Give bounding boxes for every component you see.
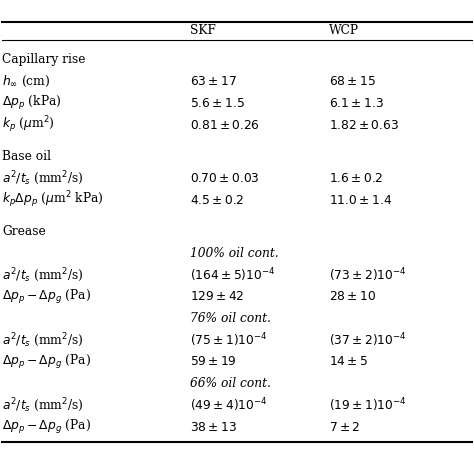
Text: $59 \pm 19$: $59 \pm 19$ <box>190 356 236 369</box>
Text: $4.5 \pm 0.2$: $4.5 \pm 0.2$ <box>190 194 244 207</box>
Text: $(19 \pm 1)10^{-4}$: $(19 \pm 1)10^{-4}$ <box>329 396 407 414</box>
Text: $a^2/t_s$ (mm$^2$/s): $a^2/t_s$ (mm$^2$/s) <box>2 266 84 284</box>
Text: Capillary rise: Capillary rise <box>2 54 86 66</box>
Text: $(49 \pm 4)10^{-4}$: $(49 \pm 4)10^{-4}$ <box>190 396 267 414</box>
Text: $k_p$ ($\mu$m$^2$): $k_p$ ($\mu$m$^2$) <box>2 115 55 135</box>
Text: $\Delta p_p - \Delta p_g$ (Pa): $\Delta p_p - \Delta p_g$ (Pa) <box>2 418 91 436</box>
Text: $h_{\infty}$ (cm): $h_{\infty}$ (cm) <box>2 74 51 89</box>
Text: $5.6 \pm 1.5$: $5.6 \pm 1.5$ <box>190 97 245 110</box>
Text: $a^2/t_s$ (mm$^2$/s): $a^2/t_s$ (mm$^2$/s) <box>2 331 84 349</box>
Text: $(75 \pm 1)10^{-4}$: $(75 \pm 1)10^{-4}$ <box>190 331 267 349</box>
Text: $28 \pm 10$: $28 \pm 10$ <box>329 290 377 303</box>
Text: $0.70 \pm 0.03$: $0.70 \pm 0.03$ <box>190 172 259 185</box>
Text: WCP: WCP <box>329 24 359 37</box>
Text: $a^2/t_s$ (mm$^2$/s): $a^2/t_s$ (mm$^2$/s) <box>2 396 84 414</box>
Text: $\Delta p_p$ (kPa): $\Delta p_p$ (kPa) <box>2 94 62 112</box>
Text: $(73 \pm 2)10^{-4}$: $(73 \pm 2)10^{-4}$ <box>329 266 407 284</box>
Text: $(164 \pm 5)10^{-4}$: $(164 \pm 5)10^{-4}$ <box>190 266 275 284</box>
Text: Grease: Grease <box>2 225 46 238</box>
Text: 76% oil cont.: 76% oil cont. <box>190 312 271 325</box>
Text: $k_p\Delta p_p$ ($\mu$m$^2$ kPa): $k_p\Delta p_p$ ($\mu$m$^2$ kPa) <box>2 190 104 210</box>
Text: $63 \pm 17$: $63 \pm 17$ <box>190 75 237 88</box>
Text: Base oil: Base oil <box>2 150 51 163</box>
Text: $6.1 \pm 1.3$: $6.1 \pm 1.3$ <box>329 97 384 110</box>
Text: 66% oil cont.: 66% oil cont. <box>190 377 271 390</box>
Text: $\Delta p_p - \Delta p_g$ (Pa): $\Delta p_p - \Delta p_g$ (Pa) <box>2 353 91 371</box>
Text: 100% oil cont.: 100% oil cont. <box>190 247 278 260</box>
Text: $\Delta p_p - \Delta p_g$ (Pa): $\Delta p_p - \Delta p_g$ (Pa) <box>2 288 91 306</box>
Text: $1.82 \pm 0.63$: $1.82 \pm 0.63$ <box>329 118 400 131</box>
Text: $129 \pm 42$: $129 \pm 42$ <box>190 290 244 303</box>
Text: $68 \pm 15$: $68 \pm 15$ <box>329 75 377 88</box>
Text: $7 \pm 2$: $7 \pm 2$ <box>329 421 361 434</box>
Text: $38 \pm 13$: $38 \pm 13$ <box>190 421 237 434</box>
Text: $(37 \pm 2)10^{-4}$: $(37 \pm 2)10^{-4}$ <box>329 331 407 349</box>
Text: $a^2/t_s$ (mm$^2$/s): $a^2/t_s$ (mm$^2$/s) <box>2 169 84 187</box>
Text: $0.81 \pm 0.26$: $0.81 \pm 0.26$ <box>190 118 259 131</box>
Text: SKF: SKF <box>190 24 216 37</box>
Text: $1.6 \pm 0.2$: $1.6 \pm 0.2$ <box>329 172 383 185</box>
Text: $11.0 \pm 1.4$: $11.0 \pm 1.4$ <box>329 194 392 207</box>
Text: $14 \pm 5$: $14 \pm 5$ <box>329 356 369 369</box>
